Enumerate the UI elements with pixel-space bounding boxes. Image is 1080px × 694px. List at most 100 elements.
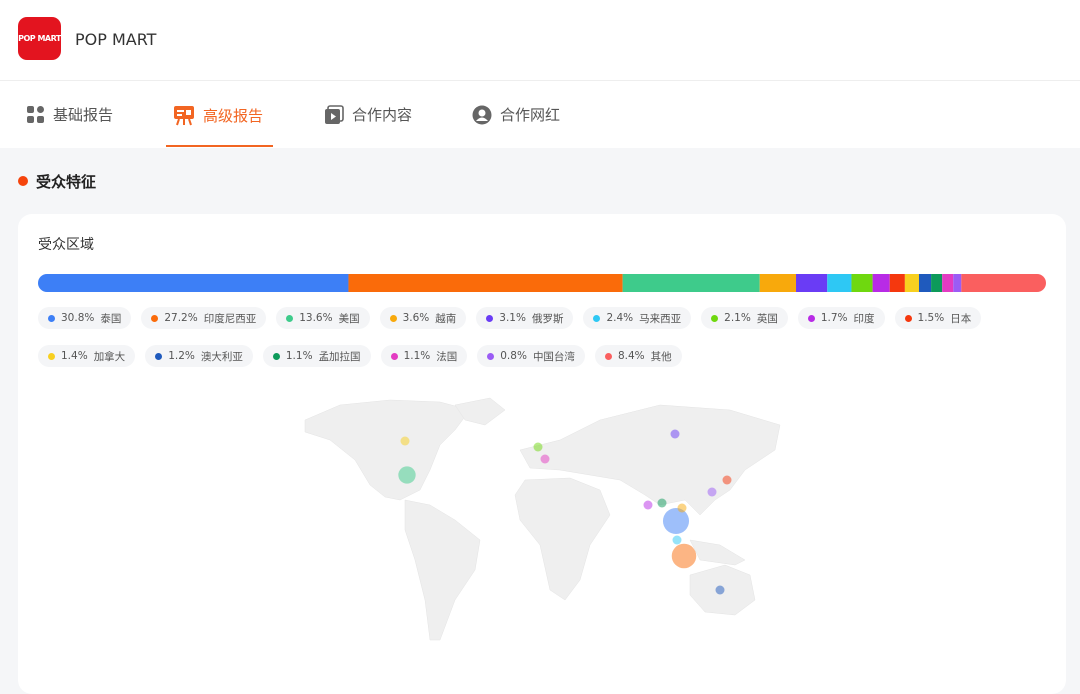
legend-item[interactable]: 1.1% 法国 [380,345,468,367]
legend-value: 13.6% [299,312,333,324]
tab[interactable]: 合作网红 [472,104,560,125]
map-bubble [533,442,543,452]
legend-item[interactable]: 1.2% 澳大利亚 [145,345,253,367]
logo[interactable]: POP MART [18,17,61,60]
legend-value: 1.7% [820,312,848,324]
legend-value: 1.1% [403,350,431,362]
bar-segment [918,274,932,292]
tab-bar: 基础报告 高级报告 合作内容 合作网红 [0,81,1080,148]
legend-value: 0.8% [500,350,527,362]
legend-name: 俄罗斯 [531,312,564,325]
bar-segment [904,274,919,292]
card-title: 受众区域 [38,237,94,253]
legend-dot [487,352,495,360]
section-dot [18,176,28,186]
map-bubble [715,585,725,595]
page: POP MART POP MART 基础报告 高级报告 合作内容 合作网红 受众… [0,0,1080,641]
legend-dot [151,314,159,322]
tab-label: 合作网红 [500,106,561,124]
legend-value: 2.1% [724,312,751,324]
legend-value: 3.1% [499,312,526,324]
bar-segment [622,274,760,292]
legend-dot [486,314,494,322]
tab-icon [27,106,44,123]
map-bubble [677,503,687,513]
legend-item[interactable]: 30.8% 泰国 [38,307,132,329]
legend-value: 1.5% [917,312,945,324]
legend-dot [807,314,815,322]
top-bar: POP MART POP MART [0,0,1080,81]
legend-dot [904,314,912,322]
map-bubble [400,436,410,446]
bar-segment [827,274,852,292]
legend-name: 中国台湾 [532,350,575,363]
legend-item[interactable]: 1.1% 孟加拉国 [262,345,371,367]
legend-dot [390,352,398,360]
legend-name: 越南 [435,312,457,325]
tab-label: 合作内容 [352,106,413,124]
tab-label: 基础报告 [53,106,114,124]
bar-segment [851,274,873,292]
bar-segment [889,274,905,292]
legend-item[interactable]: 1.7% 印度 [797,307,885,329]
legend-value: 1.4% [61,350,88,362]
legend-item[interactable]: 2.4% 马来西亚 [583,307,692,329]
bar-segment [759,274,797,292]
legend-name: 英国 [756,312,778,325]
bar-segment [931,274,943,292]
legend-item[interactable]: 3.6% 越南 [379,307,467,329]
legend-dot [155,352,163,360]
legend-name: 日本 [950,312,972,325]
map-bubble [643,500,653,510]
tab[interactable]: 基础报告 [26,104,113,125]
bar-segment [953,274,962,292]
bar-segment [38,274,349,292]
map-bubble [657,498,667,508]
legend-value: 27.2% [164,312,198,324]
legend-item[interactable]: 3.1% 俄罗斯 [476,307,574,329]
tab-icon [174,106,194,126]
map-bubble [540,454,550,464]
legend-name: 孟加拉国 [318,350,361,363]
map-bubble [707,487,717,497]
legend-name: 其他 [650,350,672,363]
legend-item[interactable]: 1.5% 日本 [894,307,982,329]
active-underline [166,145,273,147]
legend-name: 马来西亚 [639,312,682,325]
legend-value: 1.2% [168,350,195,362]
legend-dot [48,352,55,360]
legend-name: 加拿大 [93,350,126,363]
legend-item[interactable]: 13.6% 美国 [276,307,370,329]
tab[interactable]: 高级报告 [173,104,263,126]
legend-item[interactable]: 1.4% 加拿大 [38,345,136,367]
legend-name: 法国 [436,350,458,363]
legend-item[interactable]: 8.4% 其他 [594,345,682,367]
legend-item[interactable]: 2.1% 英国 [701,307,788,329]
legend-dot [389,314,397,322]
legend-dot [604,352,612,360]
bar-segment [942,274,954,292]
legend-dot [272,352,280,360]
map-bubble [722,475,732,485]
legend-dot [48,314,55,322]
map-bubble [398,466,416,484]
tab[interactable]: 合作内容 [324,104,412,125]
legend-value: 3.6% [402,312,430,324]
bar-segment [796,274,828,292]
legend-item[interactable]: 27.2% 印度尼西亚 [141,307,267,329]
legend-dot [711,314,719,322]
legend-dot [593,314,601,322]
legend: 30.8% 泰国 27.2% 印度尼西亚 13.6% 美国 3.6% 越南 3.1% 俄罗斯 2.4… [38,307,1028,367]
chart [38,274,1046,641]
section-title: 受众特征 [36,173,97,191]
map-bubble [662,507,690,535]
brand-name[interactable]: POP MART [75,30,157,49]
map-bubble [672,535,682,545]
tab-label: 高级报告 [203,106,264,125]
legend-value: 2.4% [606,312,634,324]
legend-name: 印度尼西亚 [203,312,257,325]
map-bubble [671,543,697,569]
legend-value: 30.8% [61,312,95,324]
legend-value: 8.4% [617,350,645,362]
legend-item[interactable]: 0.8% 中国台湾 [477,345,585,367]
